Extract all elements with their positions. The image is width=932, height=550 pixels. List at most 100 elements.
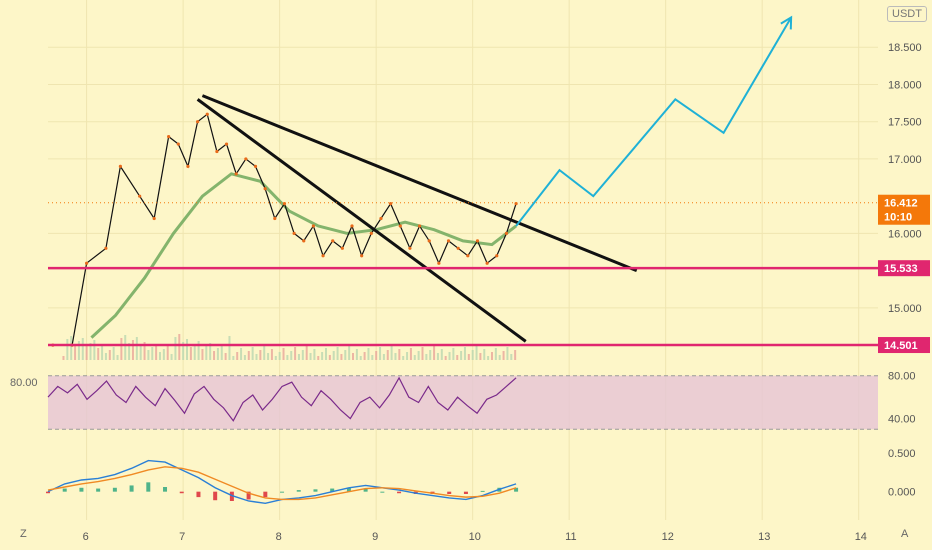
macd-histogram-bar [213, 491, 218, 501]
volume-bar [209, 343, 212, 360]
volume-bar [436, 353, 439, 360]
volume-bar [170, 354, 173, 360]
projection-arrowhead [780, 15, 793, 30]
volume-bar [444, 356, 447, 360]
price-badges: 15.533 14.501 16.412 10:10 [878, 194, 930, 354]
macd-axis-tick: 0.500 [888, 448, 916, 460]
volume-bar [402, 356, 405, 360]
volume-bar [143, 342, 146, 360]
volume-bar [228, 336, 231, 360]
volume-bar [290, 351, 293, 360]
price-point [466, 254, 470, 258]
volume-bar [232, 356, 235, 360]
volume-bar [425, 354, 428, 360]
countdown-label: 10:10 [884, 212, 912, 224]
axes: 18.500 18.000 17.500 17.000 16.000 15.000 6 7 8 9… [83, 42, 922, 543]
volume-bar [243, 355, 246, 360]
macd-histogram-bar [112, 487, 117, 492]
price-polyline [52, 113, 517, 346]
x-axis-tick: 7 [179, 531, 185, 543]
price-point [234, 172, 238, 176]
volume-bar [236, 352, 239, 360]
price-point [446, 239, 451, 243]
x-axis-tick: 12 [662, 531, 674, 543]
volume-bar [282, 348, 285, 360]
price-point [427, 239, 431, 243]
volume-bar [278, 352, 281, 360]
price-point [205, 112, 209, 116]
volume-bar [193, 344, 196, 360]
macd-histogram-bar [179, 491, 184, 494]
macd-histogram-bar [313, 489, 318, 492]
price-point [195, 120, 200, 124]
volume-bar [409, 348, 412, 360]
grid [48, 0, 878, 520]
volume-bar [367, 348, 370, 360]
volume-bar [128, 343, 131, 360]
volume-bar [340, 354, 343, 360]
volume-bar [344, 350, 347, 360]
volume-bar [514, 350, 517, 360]
macd-histogram-bar [62, 488, 67, 492]
price-point [437, 261, 441, 265]
last-price-badge [878, 194, 930, 225]
volume-bar [205, 346, 208, 360]
volume-bar [359, 356, 362, 360]
volume-bar [216, 348, 219, 360]
price-point [369, 231, 373, 236]
price-point [475, 239, 480, 243]
macd-histogram-bar [229, 491, 234, 501]
currency-label[interactable]: USDT [887, 6, 927, 22]
volume-bar [178, 334, 181, 360]
zoom-icon[interactable]: Z [20, 528, 27, 540]
price-line [51, 112, 518, 347]
volume-bar [135, 337, 138, 360]
volume-bar [155, 344, 158, 360]
price-point [311, 224, 316, 228]
macd-histogram-bar [46, 491, 50, 494]
macd-panel: 0.500 0.000 [46, 448, 916, 505]
rsi-left-label: 80.00 [10, 377, 38, 389]
volume-bar [85, 346, 88, 360]
macd-histogram-bar [346, 487, 351, 492]
price-point [253, 164, 258, 168]
volume-bar [297, 354, 300, 360]
price-point [495, 254, 499, 258]
price-point [292, 231, 296, 236]
volume-bar [321, 352, 324, 360]
rsi-axis-tick: 80.00 [888, 371, 916, 383]
x-axis-tick: 11 [565, 531, 576, 543]
volume-bar [108, 350, 111, 360]
volume-bar [336, 347, 339, 360]
volume-bar [324, 348, 327, 360]
macd-histogram-bar [363, 488, 368, 492]
price-point [321, 254, 325, 258]
price-point [273, 216, 277, 221]
macd-histogram-bar [146, 482, 151, 492]
trendlines [196, 94, 638, 343]
volume-bar [131, 340, 134, 360]
volume-bar [313, 349, 316, 360]
price-point [456, 246, 460, 250]
price-axis-tick: 18.500 [888, 42, 922, 54]
price-point [282, 202, 287, 206]
volume-bar [452, 348, 455, 360]
volume-bar [77, 341, 80, 360]
volume-bar [89, 343, 92, 360]
volume-bar [413, 355, 416, 360]
volume-bar [463, 347, 466, 360]
volume-bar [186, 339, 189, 360]
price-point [340, 246, 344, 250]
rsi-line [47, 376, 517, 422]
volume-bar [506, 347, 509, 360]
macd-histogram-bar [280, 491, 285, 493]
volume-bar [267, 353, 270, 360]
volume-bar [124, 335, 127, 360]
price-point [389, 202, 393, 206]
auto-scale-button[interactable]: A [901, 528, 909, 540]
volume-bar [70, 336, 73, 360]
price-point [244, 157, 248, 161]
volume-bar [301, 350, 304, 360]
macd-histogram-bar [480, 490, 485, 492]
